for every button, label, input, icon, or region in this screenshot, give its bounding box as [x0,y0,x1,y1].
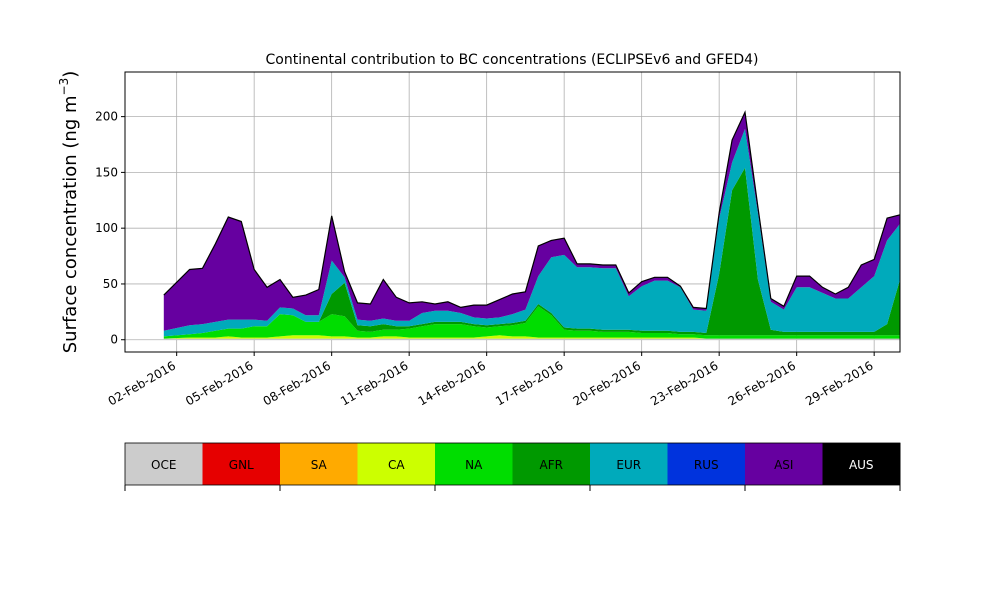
y-tick-label: 50 [103,277,118,291]
chart-title: Continental contribution to BC concentra… [266,52,759,68]
colorbar-swatch-aus [822,443,901,485]
colorbar-legend: OCE GNL SA CA NA AFR EUR RUS ASI AUS [124,442,901,491]
y-tick-label: 150 [95,165,118,179]
y-axis-ticks: 0 50 100 150 200 [95,110,125,347]
x-tick-label: 11-Feb-2016 [338,358,411,408]
colorbar-swatch-rus [667,443,746,485]
area-asi [163,112,901,331]
x-tick-label: 26-Feb-2016 [726,358,799,408]
colorbar-label-gnl: GNL [229,458,254,472]
total-outline [163,110,901,310]
colorbar-swatch-afr [512,443,591,485]
colorbar-label-afr: AFR [540,458,563,472]
y-axis-label-close: ) [60,71,81,78]
colorbar-swatch-asi [745,443,823,485]
x-tick-label: 29-Feb-2016 [803,358,876,408]
y-axis-label: Surface concentration (ng m−3) [57,71,81,354]
colorbar-frame [124,442,901,486]
x-tick-label: 14-Feb-2016 [416,358,489,408]
x-tick-label: 23-Feb-2016 [648,358,721,408]
colorbar-label-asi: ASI [774,458,793,472]
colorbar-label-eur: EUR [616,458,641,472]
y-tick-label: 100 [95,221,118,235]
plot-area [124,71,901,353]
area-afr [163,167,901,337]
colorbar-swatch-oce [125,443,203,485]
x-tick-label: 17-Feb-2016 [493,358,566,408]
x-tick-label: 02-Feb-2016 [106,358,179,408]
colorbar-label-rus: RUS [694,458,719,472]
y-axis-label-exponent: −3 [57,78,71,96]
plot-frame [124,71,901,353]
y-tick-label: 0 [110,333,118,347]
colorbar-label-sa: SA [311,458,328,472]
colorbar-swatch-ca [357,443,436,485]
colorbar-label-oce: OCE [151,458,176,472]
colorbar-swatch-na [435,443,513,485]
x-tick-label: 05-Feb-2016 [183,358,256,408]
colorbar-swatch-gnl [202,443,281,485]
colorbar-swatch-sa [280,443,358,485]
colorbar-label-ca: CA [388,458,405,472]
stacked-areas [163,112,901,340]
colorbar-label-na: NA [465,458,483,472]
y-axis-label-text: Surface concentration (ng m [60,95,81,353]
x-axis-ticks: 02-Feb-2016 05-Feb-2016 08-Feb-2016 11-Feb-… [106,352,876,408]
colorbar-swatch-eur [590,443,668,485]
area-oce [163,338,901,340]
y-tick-label: 200 [95,110,118,124]
x-tick-label: 08-Feb-2016 [261,358,334,408]
area-na [163,306,901,339]
x-tick-label: 20-Feb-2016 [571,358,644,408]
area-ca [163,335,901,339]
colorbar-label-aus: AUS [849,458,874,472]
area-eur [163,128,901,337]
